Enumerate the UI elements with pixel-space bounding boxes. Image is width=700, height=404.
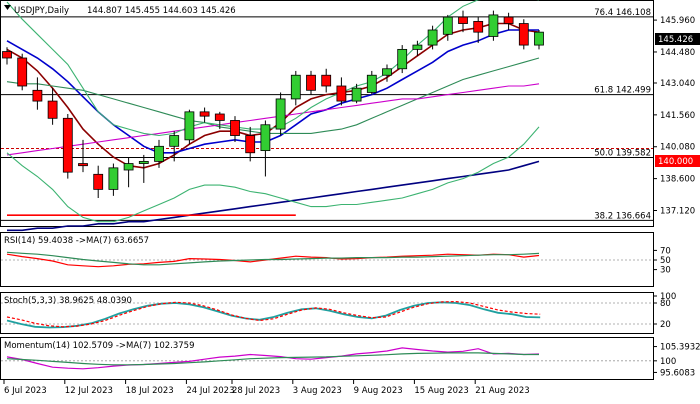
candle-body — [108, 167, 119, 190]
candle-body — [427, 29, 438, 46]
candle-body — [366, 74, 377, 93]
momentum-title: Momentum(14) 102.5709 ->MA(7) 102.3759 — [4, 341, 194, 351]
price-axis-label: 145.960 — [660, 16, 695, 26]
stochastic-panel — [0, 292, 654, 334]
axis-labels: 145.960 144.480 143.040 141.560 140.080 138.6… — [3, 16, 700, 396]
indicator-axis-label: 100 — [660, 292, 676, 302]
candle-body — [488, 14, 499, 37]
candle-body — [458, 16, 468, 24]
candle-body — [62, 117, 73, 173]
candle-body — [214, 113, 225, 121]
moving-averages — [6, 0, 540, 232]
indicator-series-line — [6, 300, 541, 328]
date-axis-label: 12 Jul 2023 — [65, 386, 113, 396]
candle-body — [290, 74, 301, 100]
date-axis-label: 3 Aug 2023 — [293, 386, 342, 396]
candle-body — [78, 163, 88, 167]
price-axis-label: 140.080 — [660, 143, 695, 153]
candle-body — [412, 44, 423, 50]
candle-body — [518, 23, 529, 46]
date-axis-label: 15 Aug 2023 — [414, 386, 468, 396]
date-axis-label: 6 Jul 2023 — [4, 386, 47, 396]
indicator-axis-label: 70 — [660, 246, 671, 256]
candle-body — [32, 89, 43, 102]
indicator-axis-label: 30 — [660, 266, 671, 276]
candle-body — [534, 31, 544, 46]
date-axis-label: 18 Jul 2023 — [126, 386, 174, 396]
candle-body — [382, 68, 392, 76]
date-axis-label: 28 Jul 2023 — [232, 386, 280, 396]
last-price-box — [655, 33, 700, 45]
reference-price-label: 140.000 — [658, 157, 693, 167]
price-series-line — [6, 83, 540, 156]
candle-body — [260, 124, 271, 152]
candle-body — [230, 120, 240, 136]
indicator-axis-label: 95.6083 — [660, 368, 695, 378]
candle-body — [321, 74, 332, 87]
candle-body — [275, 98, 286, 130]
date-axis-label: 21 Aug 2023 — [475, 386, 529, 396]
price-axis-label: 144.480 — [660, 48, 695, 58]
indicator-axis-label: 20 — [660, 320, 671, 330]
indicator-axis-label: 105.3932 — [660, 343, 700, 353]
candle-body — [245, 135, 256, 154]
candle-body — [17, 57, 28, 87]
date-axis-label: 9 Aug 2023 — [354, 386, 403, 396]
candle-body — [199, 111, 210, 117]
fibonacci-levels: 76.4 146.108 61.8 142.499 50.0 139.582 38.2… — [1, 8, 653, 221]
price-axis-label: 143.040 — [660, 79, 695, 89]
collapse-triangle-icon — [4, 5, 11, 10]
candle-body — [351, 87, 362, 102]
last-price-label: 145.426 — [658, 35, 693, 45]
candle-body — [503, 16, 514, 24]
indicator-series-line — [6, 352, 539, 366]
price-series-line — [7, 160, 540, 232]
candles — [2, 10, 544, 198]
candle-body — [154, 145, 164, 162]
candle-body — [306, 74, 316, 91]
rsi-panel — [0, 232, 654, 287]
price-title: USDJPY,Daily — [14, 6, 69, 16]
date-axis-label: 24 Jul 2023 — [186, 386, 234, 396]
candle-body — [397, 48, 408, 70]
stochastic-title: Stoch(5,3,3) 38.9625 48.0390 — [4, 296, 132, 306]
symbol-title: USDJPY,Daily 144.807 145.455 144.603 145… — [4, 5, 236, 16]
price-axis-label: 141.560 — [660, 111, 695, 121]
reference-price-box — [655, 155, 700, 167]
fib-level-label: 38.2 136.664 — [594, 211, 651, 221]
price-series-line — [6, 57, 540, 134]
fib-level-label: 76.4 146.108 — [594, 8, 651, 18]
indicator-axis-label: 100 — [660, 357, 676, 367]
candle-body — [123, 163, 134, 171]
indicator-series-line — [6, 347, 540, 370]
rsi-title: RSI(14) 59.4038 ->MA(7) 63.6657 — [4, 236, 149, 246]
candle-body — [47, 100, 58, 119]
fib-level-label: 61.8 142.499 — [594, 86, 651, 96]
price-axis-label: 138.600 — [660, 175, 695, 185]
candle-body — [473, 20, 484, 33]
indicator-axis-label: 50 — [660, 256, 671, 266]
indicator-axis-label: 80 — [660, 299, 671, 309]
indicator-lines — [1, 251, 653, 370]
candle-body — [184, 111, 195, 141]
candle-body — [336, 85, 347, 102]
indicator-series-line — [6, 251, 540, 266]
price-series-line — [6, 0, 539, 137]
price-series-line — [6, 29, 539, 154]
fib-level-label: 50.0 139.582 — [594, 148, 651, 158]
momentum-panel — [0, 337, 654, 380]
candle-body — [442, 16, 453, 35]
price-series-line — [6, 126, 540, 223]
candle-body — [93, 173, 104, 190]
reference-price-badge: 140.000 — [655, 155, 700, 167]
indicator-series-line — [6, 301, 541, 329]
ohlc-values: 144.807 145.455 144.603 145.426 — [87, 6, 236, 16]
candle-body — [169, 135, 180, 147]
price-axis-label: 137.120 — [660, 206, 695, 216]
candle-body — [2, 51, 12, 59]
candle-body — [138, 160, 149, 164]
last-price-badge: 145.426 — [655, 33, 700, 45]
